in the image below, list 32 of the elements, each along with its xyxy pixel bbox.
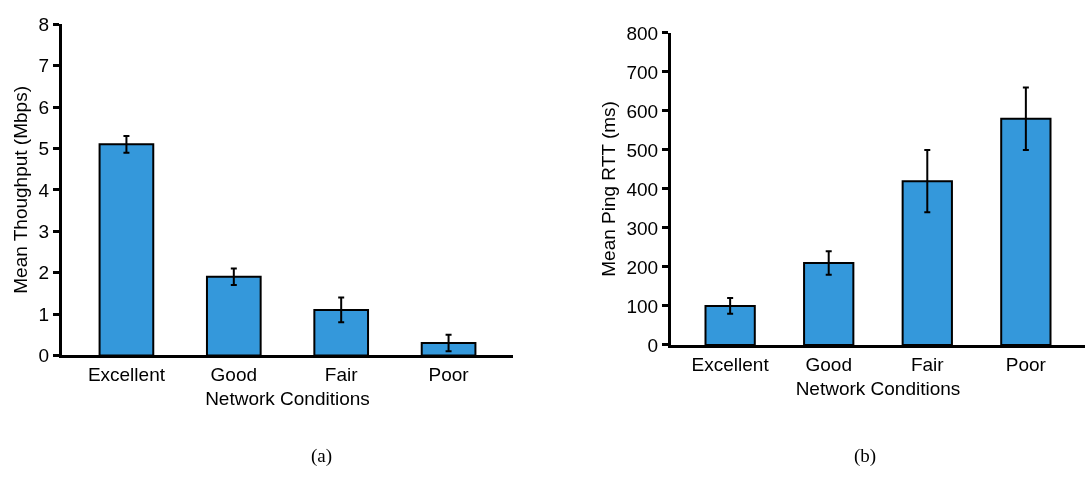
y-tick-label: 4: [38, 179, 50, 201]
y-tick-label: 1: [38, 303, 50, 325]
x-axis-title: Network Conditions: [205, 388, 370, 410]
x-tick-label: Fair: [324, 364, 359, 386]
y-tick-label: 6: [38, 96, 50, 118]
x-tick-label: Good: [210, 364, 258, 386]
text: (a): [311, 445, 333, 467]
y-tick-label: 2: [38, 262, 50, 284]
y-tick-label: 8: [38, 14, 50, 35]
y-tick-label: 400: [626, 178, 659, 200]
x-tick-label: Excellent: [87, 364, 166, 386]
x-tick-label: Excellent: [691, 353, 770, 375]
x-tick-label: Good: [805, 353, 852, 375]
y-tick-label: 600: [626, 100, 659, 122]
y-tick-label: 5: [38, 138, 50, 160]
y-tick-label: 100: [626, 295, 659, 317]
y-tick-label: 7: [38, 55, 50, 77]
y-tick-label: 0: [647, 334, 659, 356]
x-axis-title: Network Conditions: [795, 377, 961, 399]
y-tick-label: 3: [38, 220, 50, 242]
x-tick-label: Fair: [910, 353, 945, 375]
y-tick-label: 700: [626, 61, 659, 83]
x-tick-label: Poor: [428, 364, 470, 386]
y-tick-label: 800: [626, 22, 659, 44]
y-tick-label: 300: [626, 217, 659, 239]
y-tick-label: 500: [626, 139, 659, 161]
x-tick-label: Poor: [1005, 353, 1047, 375]
y-axis-title: Mean Ping RTT (ms): [598, 101, 620, 277]
y-axis-title: Mean Thoughput (Mbps): [10, 86, 32, 294]
text: (b): [854, 445, 877, 467]
y-tick-label: 0: [38, 345, 50, 367]
y-tick-label: 200: [626, 256, 659, 278]
